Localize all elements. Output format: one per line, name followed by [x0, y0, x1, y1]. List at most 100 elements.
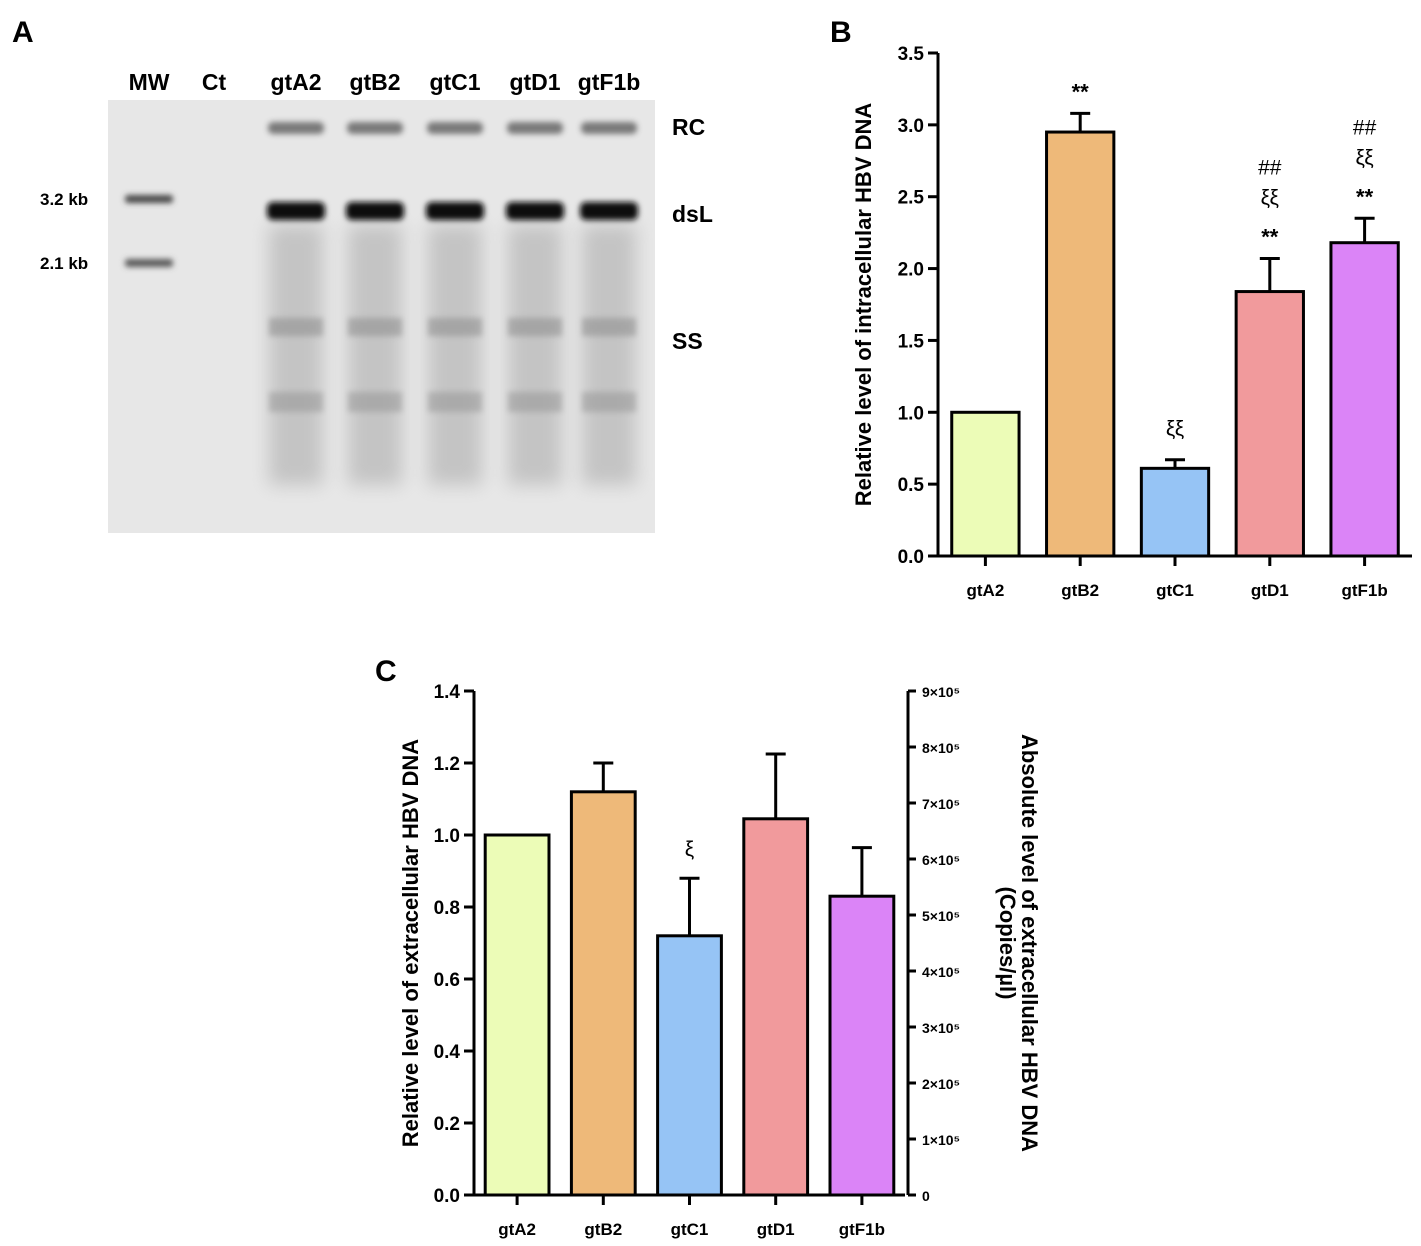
gel-band-dsl — [346, 202, 404, 220]
bar-gtB2 — [1045, 130, 1116, 558]
y-axis-title: Relative level of intracellular HBV DNA — [851, 103, 876, 507]
y-tick-label: 0.5 — [898, 475, 925, 496]
gel-band-rc — [427, 122, 483, 134]
significance-mark: ## — [1353, 116, 1377, 139]
gel-smear-band — [428, 392, 482, 412]
y2-axis-title: (Copies/µl) — [995, 887, 1020, 1000]
x-tick-label: gtB2 — [584, 1220, 622, 1239]
y-tick-label: 1.0 — [434, 826, 460, 847]
y2-tick-label: 3×10⁵ — [922, 1020, 960, 1036]
y2-tick-label: 5×10⁵ — [922, 908, 960, 924]
gel-lane-label: Ct — [202, 69, 227, 95]
gel-band-label: SS — [672, 328, 703, 354]
gel-marker-labels: 3.2 kb 2.1 kb — [40, 190, 88, 273]
gel-smear-band — [348, 318, 402, 336]
gel-band-rc — [507, 122, 563, 134]
gel-blot-panel: MW Ct gtA2 gtB2 gtC1 gtD1 gtF1b RC dsL SS 3.2 kb… — [40, 69, 713, 533]
y2-axis-title: Absolute level of extracellular HBV DNA — [1017, 734, 1042, 1152]
bar-gtF1b — [1329, 241, 1400, 558]
gel-smear — [508, 225, 562, 485]
x-tick-label: gtF1b — [1341, 581, 1387, 600]
x-tick-label: gtC1 — [1156, 581, 1194, 600]
significance-mark: ξξ — [1261, 187, 1279, 210]
bar-gtC1 — [1139, 466, 1211, 558]
significance-mark: ** — [1356, 184, 1374, 209]
y2-tick-label: 2×10⁵ — [922, 1076, 960, 1092]
gel-smear — [428, 225, 482, 485]
gel-lane-label: MW — [129, 69, 170, 95]
gel-lane-labels: MW Ct gtA2 gtB2 gtC1 gtD1 gtF1b — [129, 69, 641, 95]
gel-bands — [125, 122, 638, 267]
significance-mark: ξξ — [1355, 146, 1373, 169]
chart-intracellular: 0.0 0.5 1.0 1.5 2.0 2.5 3.0 3.5 Relative level o… — [851, 44, 1412, 600]
chart-extracellular: 0.0 0.2 0.4 0.6 0.8 1.0 1.2 1.4 Relative level o… — [398, 682, 1042, 1239]
x-tick-label: gtC1 — [671, 1220, 709, 1239]
y2-tick-label: 9×10⁵ — [922, 684, 960, 700]
gel-band-label: RC — [672, 114, 705, 140]
gel-smear-band — [269, 318, 323, 336]
x-tick-label: gtF1b — [839, 1220, 885, 1239]
y-axis-title: Relative level of extracellular HBV DNA — [398, 739, 423, 1147]
significance-mark: ** — [1072, 79, 1090, 104]
x-tick-label: gtB2 — [1061, 581, 1099, 600]
y-tick-label: 0.0 — [434, 1186, 460, 1207]
gel-smear — [582, 225, 636, 485]
gel-smear — [348, 225, 402, 485]
y-tick-label: 0.8 — [434, 898, 460, 919]
y-tick-label: 0.6 — [434, 970, 460, 991]
y2-tick-label: 1×10⁵ — [922, 1132, 960, 1148]
x-tick-label: gtA2 — [498, 1220, 536, 1239]
gel-smears — [269, 225, 636, 485]
gel-band-dsl — [580, 202, 638, 220]
gel-band-label: dsL — [672, 201, 713, 227]
y-tick-label: 3.0 — [898, 116, 924, 137]
significance-mark: ## — [1258, 157, 1282, 180]
bar-gtD1 — [1234, 290, 1305, 558]
bar-gtA2 — [483, 833, 551, 1197]
panel-letter-c: C — [375, 655, 397, 688]
panel-letter-b: B — [830, 16, 852, 49]
x-tick-label: gtD1 — [1251, 581, 1289, 600]
gel-lane-label: gtA2 — [270, 69, 321, 95]
y-tick-label: 1.5 — [898, 331, 925, 352]
significance-mark: ξξ — [1166, 418, 1184, 441]
y-tick-label: 3.5 — [898, 44, 925, 65]
y-tick-label: 0.2 — [434, 1114, 460, 1135]
y2-tick-label: 6×10⁵ — [922, 852, 960, 868]
y-tick-label: 0.4 — [434, 1042, 461, 1063]
significance-mark: ξ — [685, 838, 694, 861]
gel-band-dsl — [426, 202, 484, 220]
x-tick-label: gtA2 — [967, 581, 1005, 600]
gel-band-dsl — [506, 202, 564, 220]
gel-smear-band — [348, 392, 402, 412]
bar-gtF1b — [828, 894, 896, 1197]
gel-band-rc — [268, 122, 324, 134]
gel-smear-band — [508, 318, 562, 336]
significance-mark: ** — [1261, 225, 1279, 250]
gel-smear-band — [508, 392, 562, 412]
gel-band-dsl — [267, 202, 325, 220]
gel-lane-label: gtB2 — [349, 69, 400, 95]
gel-lane-label: gtD1 — [509, 69, 560, 95]
gel-band-rc — [581, 122, 637, 134]
bar-gtA2 — [950, 410, 1021, 558]
y-tick-label: 1.2 — [434, 754, 460, 775]
y-tick-label: 2.0 — [898, 260, 924, 281]
y-tick-label: 1.0 — [898, 403, 924, 424]
bar-gtB2 — [569, 790, 637, 1197]
gel-smear-band — [428, 318, 482, 336]
gel-smear — [269, 225, 323, 485]
gel-band-rc — [347, 122, 403, 134]
gel-lane-label: gtF1b — [578, 69, 641, 95]
gel-marker-label: 2.1 kb — [40, 254, 88, 273]
y-tick-label: 1.4 — [434, 682, 461, 703]
gel-band-labels: RC dsL SS — [672, 114, 713, 354]
y-tick-label: 2.5 — [898, 188, 925, 209]
y2-tick-label: 8×10⁵ — [922, 740, 960, 756]
gel-marker-band — [125, 195, 173, 203]
gel-lane-label: gtC1 — [429, 69, 480, 95]
x-tick-label: gtD1 — [757, 1220, 795, 1239]
panel-letter-a: A — [12, 16, 34, 49]
y-tick-label: 0.0 — [898, 547, 924, 568]
